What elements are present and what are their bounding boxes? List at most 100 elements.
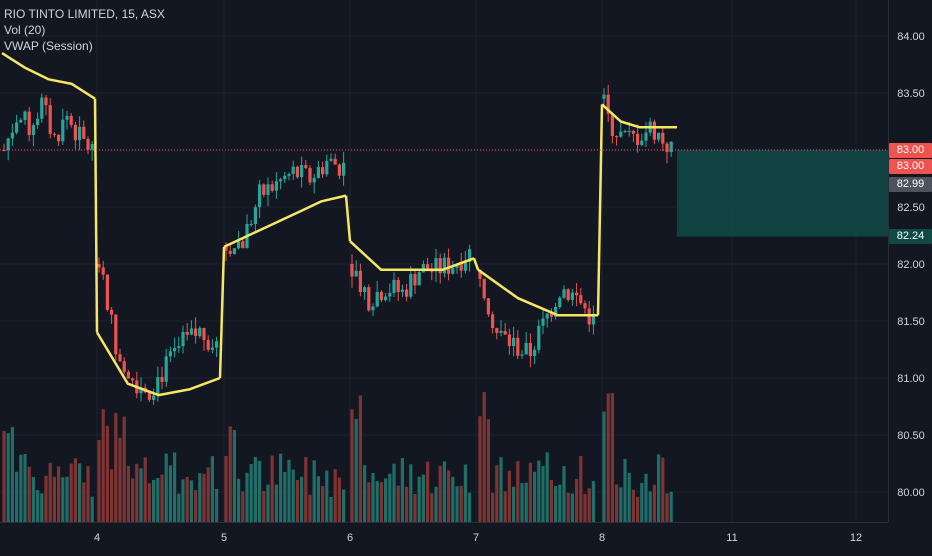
candle [602,88,606,108]
volume-bar [40,493,44,522]
volume-bar [648,491,652,522]
candle [160,366,164,390]
candle-body [606,94,610,114]
candle [640,133,644,147]
candle-body [384,296,388,301]
candle-body [52,133,56,135]
volume-bar [558,484,562,522]
candle [105,274,109,312]
candle [379,290,383,302]
volume-bar [528,462,532,522]
volume-bar [6,433,10,522]
volume-bar [61,477,65,522]
candle [86,136,90,155]
time-axis[interactable]: 4 5 6 7 8 11 12 [0,522,888,551]
candle [194,317,198,344]
candle [266,177,270,206]
candle [451,260,455,275]
candle-body [274,181,278,191]
volume-bar [615,484,619,522]
volume-bar [455,486,459,522]
candle [442,252,446,278]
candle-body [333,158,337,165]
candle-body [495,328,499,333]
candle-body [308,167,312,183]
volume-bar [90,496,94,522]
candle-body [198,327,202,337]
candle [619,121,623,138]
volume-bar [447,470,451,522]
volume-bar [316,476,320,522]
volume-bar [215,488,219,522]
volume-bar [562,466,566,522]
candle-body [291,166,295,174]
price-axis[interactable]: 84.00 83.50 83.00 82.50 82.00 81.50 81.00 80.50… [888,0,932,522]
candle-body [19,119,23,123]
candle-body [430,271,434,273]
candle [333,153,337,165]
time-tick-label: 4 [94,532,100,544]
candle-body [258,184,262,208]
volume-bar [308,494,312,522]
candle [287,172,291,181]
volume-bars [2,392,673,522]
candle-body [358,270,362,293]
volume-bar [623,458,627,522]
volume-bar [194,490,198,522]
candle-body [657,132,661,140]
candlestick-chart[interactable] [0,0,888,522]
candle-body [122,361,126,372]
vwap-indicator-label[interactable]: VWAP (Session) [4,39,93,53]
volume-bar [512,486,516,522]
candle [253,204,257,232]
volume-bar [168,465,172,522]
candle-body [82,126,86,139]
volume-bar [65,476,69,522]
candle-body [520,354,524,356]
candle [541,309,545,335]
volume-bar [300,476,304,522]
candle-body [438,258,442,274]
candle-body [602,94,606,99]
candle [405,283,409,302]
volume-bar [587,488,591,522]
candle-body [131,378,135,381]
candle [283,171,287,184]
candle [164,348,168,388]
volume-bar [97,440,101,522]
candle [65,110,69,130]
candle-body [468,249,472,262]
candle [417,269,421,286]
chart-area[interactable] [0,0,888,522]
candle-body [442,257,446,274]
candle-body [101,267,105,275]
volume-bar [321,486,325,522]
candle-body [97,264,101,268]
candle-body [591,313,595,325]
volume-bar [554,486,558,522]
candle [392,272,396,298]
candle [270,180,274,193]
volume-bar [283,471,287,522]
candle-body [15,122,19,133]
candle [566,288,570,302]
price-tick-label: 80.00 [897,487,925,499]
vwap-lines [1,52,677,397]
candle [430,263,434,281]
price-tick-label: 80.50 [897,430,925,442]
symbol-label[interactable]: RIO TINTO LIMITED, 15, ASX [4,7,165,21]
candle [610,112,614,144]
volume-bar [354,418,358,522]
volume-bar [379,482,383,522]
candle [491,311,495,334]
candle-body [69,115,73,125]
candle [388,283,392,302]
volume-bar [392,463,396,522]
candle [101,260,105,280]
volume-bar [82,482,86,522]
volume-bar [224,456,228,522]
volume-bar [337,477,341,522]
candle [342,151,346,186]
candle-body [434,258,438,272]
volume-indicator-label[interactable]: Vol (20) [4,23,46,37]
